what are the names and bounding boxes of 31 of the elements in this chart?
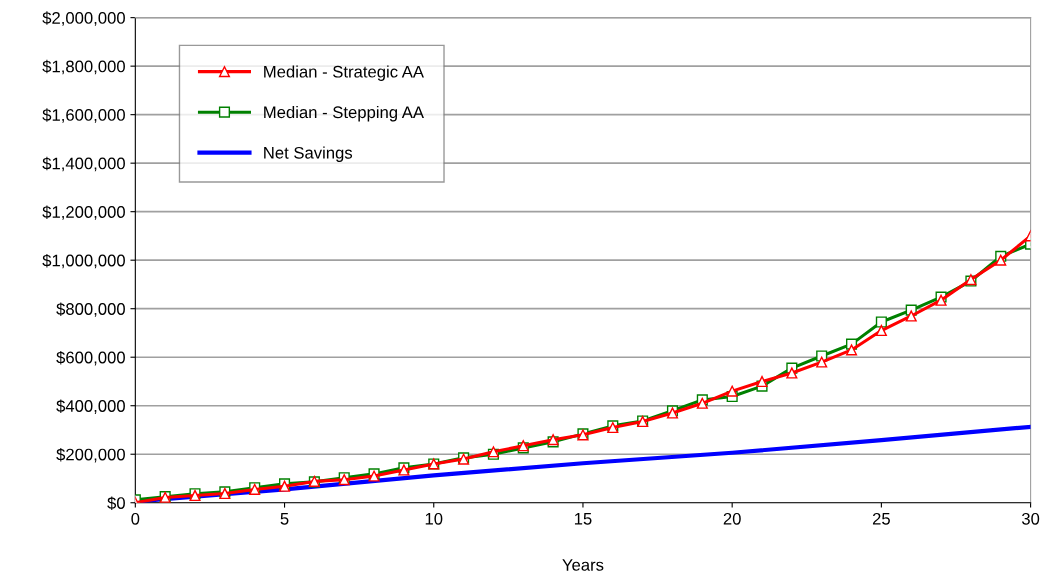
x-tick-label: 30	[1021, 512, 1040, 525]
point	[845, 344, 858, 356]
point	[875, 324, 887, 337]
point	[875, 316, 887, 328]
legend-label: Median - Stepping AA	[264, 105, 424, 122]
y-tick-label: $2,000,000	[42, 11, 125, 26]
legend-label: Median - Strategic AA	[264, 65, 424, 81]
x-axis-title: Years	[562, 559, 604, 571]
x-tick-label: 20	[723, 512, 741, 525]
x-tick-label: 10	[425, 512, 443, 525]
point	[816, 356, 828, 368]
y-tick-label: $800,000	[56, 302, 125, 317]
y-tick-label: $1,600,000	[42, 108, 125, 123]
y-tick-label: $0	[107, 496, 125, 510]
x-tick-label: 25	[872, 512, 890, 525]
point	[726, 385, 738, 397]
x-tick-label: 5	[280, 513, 289, 525]
y-tick-label: $1,000,000	[42, 253, 125, 269]
point	[995, 254, 1007, 266]
y-tick-label: $1,400,000	[42, 156, 125, 172]
legend-label: Net Savings	[264, 146, 353, 162]
y-tick-label: $400,000	[56, 399, 125, 414]
y-tick-label: $600,000	[56, 350, 125, 366]
x-tick-label: 0	[131, 512, 140, 525]
x-tick-label: 15	[574, 513, 592, 525]
y-tick-label: $1,800,000	[42, 59, 125, 75]
point	[756, 375, 768, 388]
point	[905, 310, 917, 322]
point	[786, 367, 798, 379]
y-tick-label: $1,200,000	[42, 205, 125, 220]
y-tick-label: $200,000	[56, 447, 125, 463]
